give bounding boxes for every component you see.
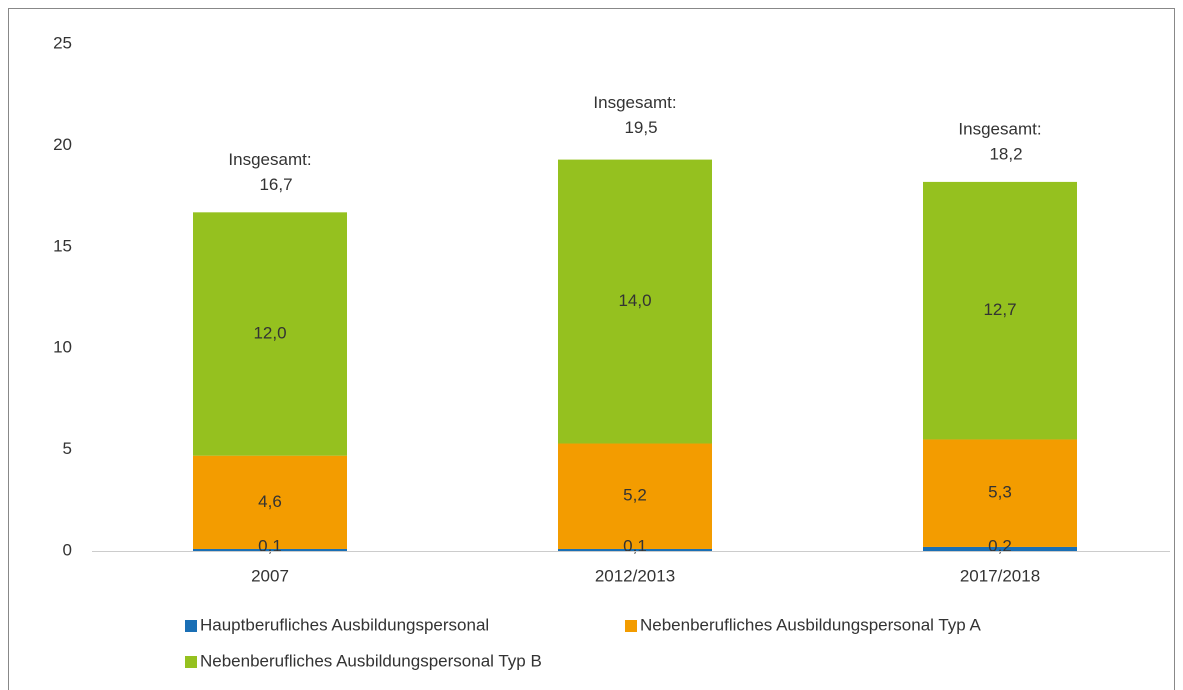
bar-segment: [923, 546, 1077, 551]
value-label: 5,2: [623, 486, 647, 505]
total-label: 18,2: [989, 144, 1022, 163]
total-label: 19,5: [624, 118, 657, 137]
total-title: Insgesamt:: [958, 119, 1041, 138]
x-tick-label: 2007: [251, 566, 289, 585]
bar-segment: [558, 443, 712, 549]
value-label: 0,2: [988, 536, 1012, 555]
legend-label: Nebenberufliches Ausbildungspersonal Typ…: [200, 651, 542, 670]
value-label: 12,0: [253, 323, 286, 342]
bar-segment: [193, 548, 347, 551]
bar-segment: [193, 212, 347, 456]
legend-swatch: [185, 656, 197, 668]
y-tick-label: 10: [53, 338, 72, 357]
value-label: 0,1: [623, 536, 647, 555]
bar-segment: [558, 548, 712, 551]
bar-segment: [558, 159, 712, 444]
legend-label: Hauptberufliches Ausbildungspersonal: [200, 615, 489, 634]
y-tick-label: 20: [53, 135, 72, 154]
y-tick-label: 5: [63, 439, 72, 458]
y-tick-label: 15: [53, 236, 72, 255]
value-label: 0,1: [258, 536, 282, 555]
legend-swatch: [185, 620, 197, 632]
bar-segment: [193, 455, 347, 549]
y-tick-label: 0: [63, 540, 72, 559]
y-tick-label: 25: [53, 33, 72, 52]
value-label: 4,6: [258, 492, 282, 511]
legend-swatch: [625, 620, 637, 632]
total-label: 16,7: [259, 175, 292, 194]
x-tick-label: 2012/2013: [595, 566, 675, 585]
total-title: Insgesamt:: [593, 93, 676, 112]
bar-segment: [923, 439, 1077, 547]
frame: [8, 8, 1175, 690]
x-tick-label: 2017/2018: [960, 566, 1040, 585]
bar-segment: [923, 181, 1077, 440]
legend-label: Nebenberufliches Ausbildungspersonal Typ…: [640, 615, 982, 634]
value-label: 12,7: [983, 300, 1016, 319]
total-title: Insgesamt:: [228, 150, 311, 169]
value-label: 5,3: [988, 483, 1012, 502]
value-label: 14,0: [618, 291, 651, 310]
